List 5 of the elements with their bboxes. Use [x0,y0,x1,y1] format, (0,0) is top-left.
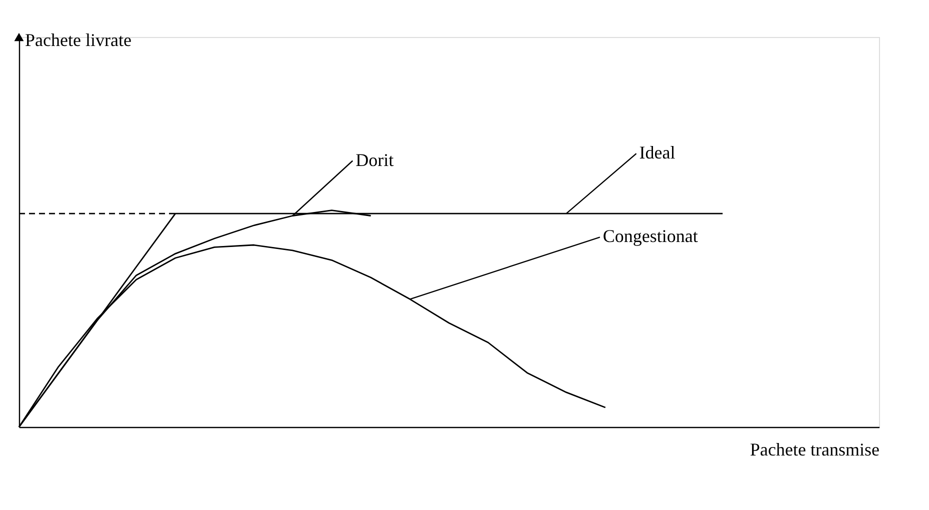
text: Dorit [356,150,394,170]
text: Congestionat [602,226,698,246]
text: Pachete livrate [25,30,132,50]
text: Ideal [639,142,676,163]
x-axis-title: Pachete transmise [750,440,880,460]
